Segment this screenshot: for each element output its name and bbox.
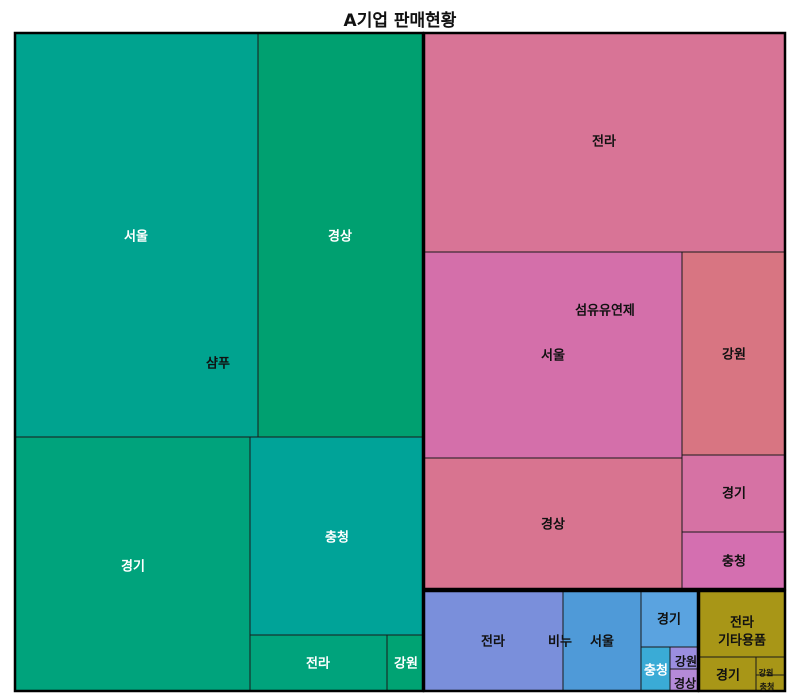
treemap-cell-label: 서울 (124, 229, 148, 245)
treemap-cell (257, 32, 424, 438)
treemap-cell (423, 251, 683, 459)
treemap-group-label: 샴푸 (206, 356, 230, 372)
treemap-cell-label: 강원 (675, 655, 697, 669)
treemap-cell (386, 634, 424, 692)
treemap-cell (681, 531, 786, 590)
treemap-group-label: 기타용품 (718, 633, 766, 649)
treemap-cell-label: 전라 (730, 615, 754, 631)
treemap-cell-label: 강원 (394, 656, 418, 672)
treemap-cell-label: 충청 (325, 530, 349, 546)
treemap-cell-label: 충청 (760, 682, 775, 692)
treemap-cell-label: 전라 (306, 656, 330, 672)
treemap-cell-label: 강원 (722, 347, 746, 363)
chart-title: A기업 판매현황 (343, 11, 457, 31)
treemap-group (422, 31, 787, 591)
treemap-cell-label: 충청 (644, 663, 668, 679)
treemap-cell-label: 서울 (590, 634, 614, 650)
treemap-group (13, 31, 425, 693)
treemap-group-border (697, 589, 787, 693)
treemap-cell (640, 590, 699, 648)
treemap-cell-label: 전라 (481, 634, 505, 650)
treemap-cell (249, 634, 388, 692)
treemap-cell-label: 전라 (592, 134, 616, 150)
treemap-cell-label: 서울 (541, 348, 565, 364)
treemap-cell-label: 경기 (657, 612, 681, 628)
treemap-group-label: 비누 (548, 635, 572, 650)
treemap-cell-label: 경기 (716, 668, 740, 684)
treemap-cell (249, 436, 424, 636)
treemap-cell-label: 경상 (674, 676, 696, 691)
treemap-cell-label: 강원 (759, 668, 774, 678)
treemap-cell (640, 646, 671, 692)
treemap-cell-label: 경기 (722, 486, 746, 502)
treemap-cell-label: 경상 (328, 229, 352, 245)
treemap-group-border (422, 31, 787, 591)
treemap-cell-label: 충청 (722, 554, 746, 570)
treemap-cell (681, 251, 786, 456)
treemap-cell-label: 경기 (121, 559, 145, 575)
treemap-group (697, 589, 787, 693)
treemap-cell (423, 32, 786, 253)
treemap-cell (562, 590, 642, 692)
treemap-cell (423, 457, 683, 590)
treemap-group-label: 섬유유연제 (575, 304, 635, 319)
treemap-cell-label: 경상 (541, 517, 565, 533)
treemap-group (422, 589, 700, 693)
